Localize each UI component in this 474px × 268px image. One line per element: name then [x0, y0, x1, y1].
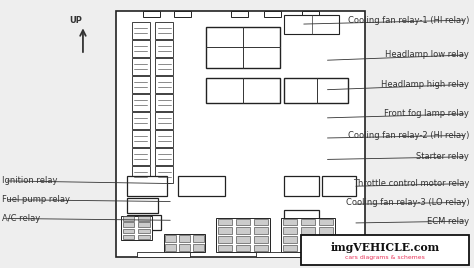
Bar — [254, 227, 268, 234]
Bar — [193, 244, 203, 251]
Bar — [218, 227, 232, 234]
Bar — [132, 58, 150, 75]
Bar — [155, 112, 173, 129]
Text: Fuel pump relay: Fuel pump relay — [2, 195, 70, 204]
Text: ECM relay: ECM relay — [427, 217, 469, 226]
Bar — [127, 198, 158, 213]
Bar — [123, 217, 135, 221]
Bar — [319, 245, 333, 251]
Bar — [284, 78, 348, 103]
Bar — [155, 22, 173, 39]
Bar — [127, 215, 161, 230]
Bar — [322, 176, 356, 196]
Bar — [264, 11, 281, 17]
Bar — [283, 219, 297, 225]
Bar — [236, 227, 250, 234]
Bar — [138, 234, 150, 239]
Text: A/C relay: A/C relay — [2, 214, 41, 223]
Text: Cooling fan relay-2 (HI relay): Cooling fan relay-2 (HI relay) — [348, 131, 469, 140]
Bar — [218, 219, 232, 225]
Bar — [206, 27, 280, 68]
Bar — [165, 244, 176, 251]
Bar — [132, 130, 150, 147]
Text: Headlamp high relay: Headlamp high relay — [381, 80, 469, 89]
Bar — [121, 216, 152, 240]
Bar — [179, 244, 190, 251]
Bar — [155, 130, 173, 147]
Bar — [218, 236, 232, 243]
Bar — [132, 76, 150, 93]
Bar — [283, 236, 297, 243]
Bar — [302, 11, 319, 17]
Bar — [301, 245, 315, 251]
Text: Headlamp low relay: Headlamp low relay — [385, 50, 469, 59]
Bar — [236, 245, 250, 251]
Bar — [236, 219, 250, 225]
Bar — [283, 227, 297, 234]
Bar — [138, 229, 150, 233]
Bar — [254, 236, 268, 243]
Bar — [193, 235, 203, 242]
Text: Ignition relay: Ignition relay — [2, 176, 58, 185]
Bar — [155, 76, 173, 93]
Bar — [155, 40, 173, 57]
Bar — [218, 245, 232, 251]
Bar — [164, 234, 205, 252]
Bar — [132, 148, 150, 165]
Bar — [284, 176, 319, 196]
Bar — [319, 236, 333, 243]
Text: Cooling fan relay-1 (HI relay): Cooling fan relay-1 (HI relay) — [348, 16, 469, 25]
Bar — [206, 78, 280, 103]
Bar — [123, 234, 135, 239]
Bar — [301, 236, 315, 243]
Text: cars diagrams & schemes: cars diagrams & schemes — [345, 255, 425, 260]
Bar — [132, 94, 150, 111]
Bar — [281, 218, 335, 252]
Text: UP: UP — [69, 16, 82, 25]
Bar — [137, 252, 190, 257]
Bar — [165, 235, 176, 242]
Bar — [319, 219, 333, 225]
Bar — [155, 94, 173, 111]
Bar — [301, 219, 315, 225]
Text: Front fog lamp relay: Front fog lamp relay — [384, 109, 469, 118]
Bar — [155, 148, 173, 165]
Bar — [254, 245, 268, 251]
Text: Cooling fan relay-3 (LO relay): Cooling fan relay-3 (LO relay) — [346, 198, 469, 207]
Bar — [301, 234, 469, 265]
Bar — [179, 235, 190, 242]
Bar — [127, 176, 167, 196]
Bar — [123, 229, 135, 233]
Bar — [254, 219, 268, 225]
Bar — [123, 222, 135, 227]
Text: Throttle control motor relay: Throttle control motor relay — [353, 179, 469, 188]
Bar — [178, 176, 225, 196]
Bar — [174, 11, 191, 17]
Text: imgVEHICLE.com: imgVEHICLE.com — [330, 241, 439, 253]
Bar — [283, 245, 297, 251]
Bar — [132, 112, 150, 129]
Text: Starter relay: Starter relay — [416, 152, 469, 161]
Bar — [284, 210, 319, 230]
Bar — [236, 236, 250, 243]
Bar — [132, 22, 150, 39]
Bar — [256, 252, 320, 257]
Bar — [231, 11, 248, 17]
Bar — [155, 58, 173, 75]
Bar — [155, 166, 173, 183]
Bar — [319, 227, 333, 234]
Bar — [132, 166, 150, 183]
Bar — [301, 227, 315, 234]
Bar — [138, 217, 150, 221]
Bar — [116, 11, 365, 257]
Bar — [284, 15, 339, 34]
Bar — [138, 222, 150, 227]
Bar — [143, 11, 160, 17]
Bar — [216, 218, 270, 252]
Bar — [132, 40, 150, 57]
